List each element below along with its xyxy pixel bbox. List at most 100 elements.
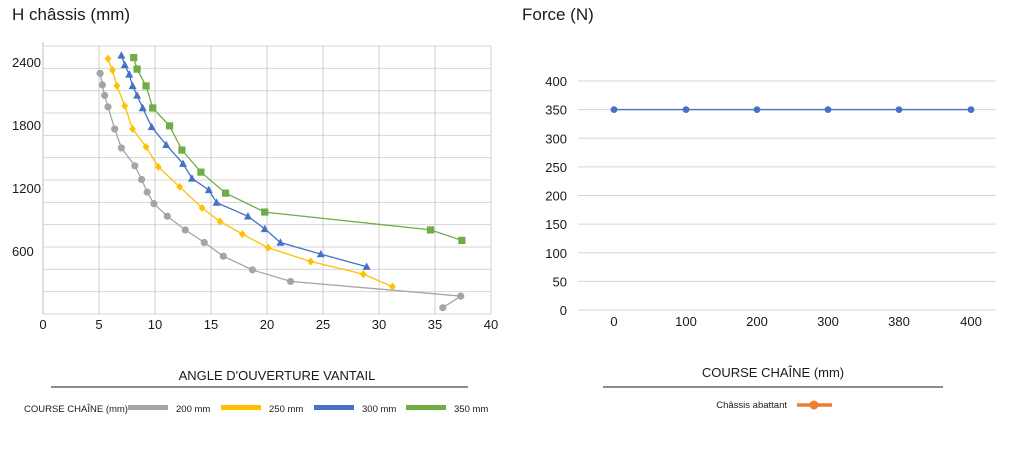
data-point: [162, 140, 171, 148]
data-point: [181, 226, 189, 234]
data-point: [104, 103, 112, 111]
legend-label: 200 mm: [176, 404, 210, 415]
data-point: [212, 198, 221, 206]
left-y-tick-label: 1200: [12, 181, 41, 196]
left-x-tick-label: 20: [260, 317, 274, 332]
left-x-tick-label: 25: [316, 317, 330, 332]
right-y-tick-label: 50: [553, 274, 567, 289]
data-point: [895, 106, 903, 114]
left-series-200-mm: [96, 69, 465, 312]
right-chart-y-ticks: 400 350 300 250 200 150 100 50 0: [545, 74, 567, 318]
left-x-tick-label: 30: [372, 317, 386, 332]
data-point: [439, 304, 447, 312]
left-series-350-mm: [130, 53, 466, 245]
data-point: [197, 168, 205, 176]
data-point: [824, 106, 832, 114]
data-point: [316, 249, 325, 258]
right-x-tick-label: 400: [960, 314, 982, 329]
data-point: [154, 162, 162, 171]
data-point: [149, 104, 157, 112]
right-legend-label: Châssis abattant: [716, 400, 787, 411]
data-point: [457, 292, 465, 300]
legend-label: 300 mm: [362, 404, 396, 415]
right-y-tick-label: 150: [545, 217, 567, 232]
right-x-tick-label: 200: [746, 314, 768, 329]
left-y-tick-label: 600: [12, 244, 34, 259]
right-chart-series: [610, 106, 975, 114]
right-x-tick-label: 0: [610, 314, 617, 329]
data-point: [178, 146, 186, 154]
data-point: [682, 106, 690, 114]
data-point: [307, 257, 315, 266]
left-x-tick-label: 15: [204, 317, 218, 332]
left-chart-y-ticks: 600 1200 1800 2400: [12, 55, 41, 259]
right-x-tick-label: 380: [888, 314, 910, 329]
data-point: [150, 200, 158, 208]
legend-label: 250 mm: [269, 404, 303, 415]
left-chart-series: [96, 51, 466, 312]
data-point: [204, 185, 213, 194]
data-point: [121, 101, 129, 110]
data-point: [120, 60, 129, 69]
legend-swatch: [221, 405, 261, 410]
right-x-tick-label: 100: [675, 314, 697, 329]
data-point: [165, 122, 174, 130]
legend-swatch: [314, 405, 354, 410]
data-point: [389, 282, 396, 291]
data-point: [221, 189, 230, 197]
data-point: [967, 106, 975, 114]
legend-label: 350 mm: [454, 404, 488, 415]
left-x-tick-label: 0: [39, 317, 46, 332]
data-point: [96, 69, 104, 77]
data-point: [219, 252, 227, 260]
data-point: [243, 212, 252, 220]
data-point: [117, 144, 125, 152]
left-y-tick-label: 2400: [12, 55, 41, 70]
right-series-line-group: [610, 106, 975, 114]
data-point: [264, 243, 272, 252]
data-point: [138, 103, 147, 112]
data-point: [198, 203, 206, 212]
data-point: [163, 212, 171, 220]
data-point: [133, 65, 141, 73]
data-point: [143, 188, 151, 196]
data-point: [286, 277, 295, 286]
left-x-tick-label: 40: [484, 317, 498, 332]
right-chart: Force (N) 400 350 300 250 200 150 100 50 0 0 100 2…: [522, 5, 996, 411]
left-chart-x-ticks: 0 5 10 15 20 25 30 35 40: [39, 317, 498, 332]
data-point: [362, 262, 371, 270]
right-y-tick-label: 300: [545, 131, 567, 146]
right-y-tick-label: 400: [545, 74, 567, 89]
legend-swatch: [406, 405, 446, 410]
data-point: [216, 217, 224, 226]
data-point: [238, 230, 246, 239]
data-point: [187, 174, 196, 182]
data-point: [276, 238, 285, 246]
right-chart-x-label: COURSE CHAÎNE (mm): [702, 365, 844, 380]
data-point: [131, 162, 139, 170]
data-point: [176, 182, 184, 191]
data-point: [130, 53, 138, 62]
data-point: [426, 226, 435, 234]
left-series-300-mm: [117, 51, 371, 270]
data-point: [142, 142, 150, 151]
right-y-tick-label: 100: [545, 246, 567, 261]
right-chart-x-ticks: 0 100 200 300 380 400: [610, 314, 981, 329]
left-series-line: [107, 58, 393, 288]
data-point: [101, 91, 109, 99]
left-chart: H châssis (mm) 600 1200 1800 2400 0 5 10 15 20 2…: [12, 5, 498, 415]
legend-swatch: [128, 405, 168, 410]
right-chart-grid: [578, 80, 996, 311]
data-point: [113, 81, 121, 90]
left-x-tick-label: 35: [428, 317, 442, 332]
left-x-tick-label: 10: [148, 317, 162, 332]
data-point: [142, 82, 150, 90]
data-point: [117, 51, 126, 59]
data-point: [200, 238, 208, 247]
left-series-250-mm: [104, 54, 396, 291]
data-point: [111, 125, 119, 133]
right-y-tick-label: 0: [560, 303, 567, 318]
data-point: [147, 122, 156, 131]
data-point: [260, 224, 269, 233]
